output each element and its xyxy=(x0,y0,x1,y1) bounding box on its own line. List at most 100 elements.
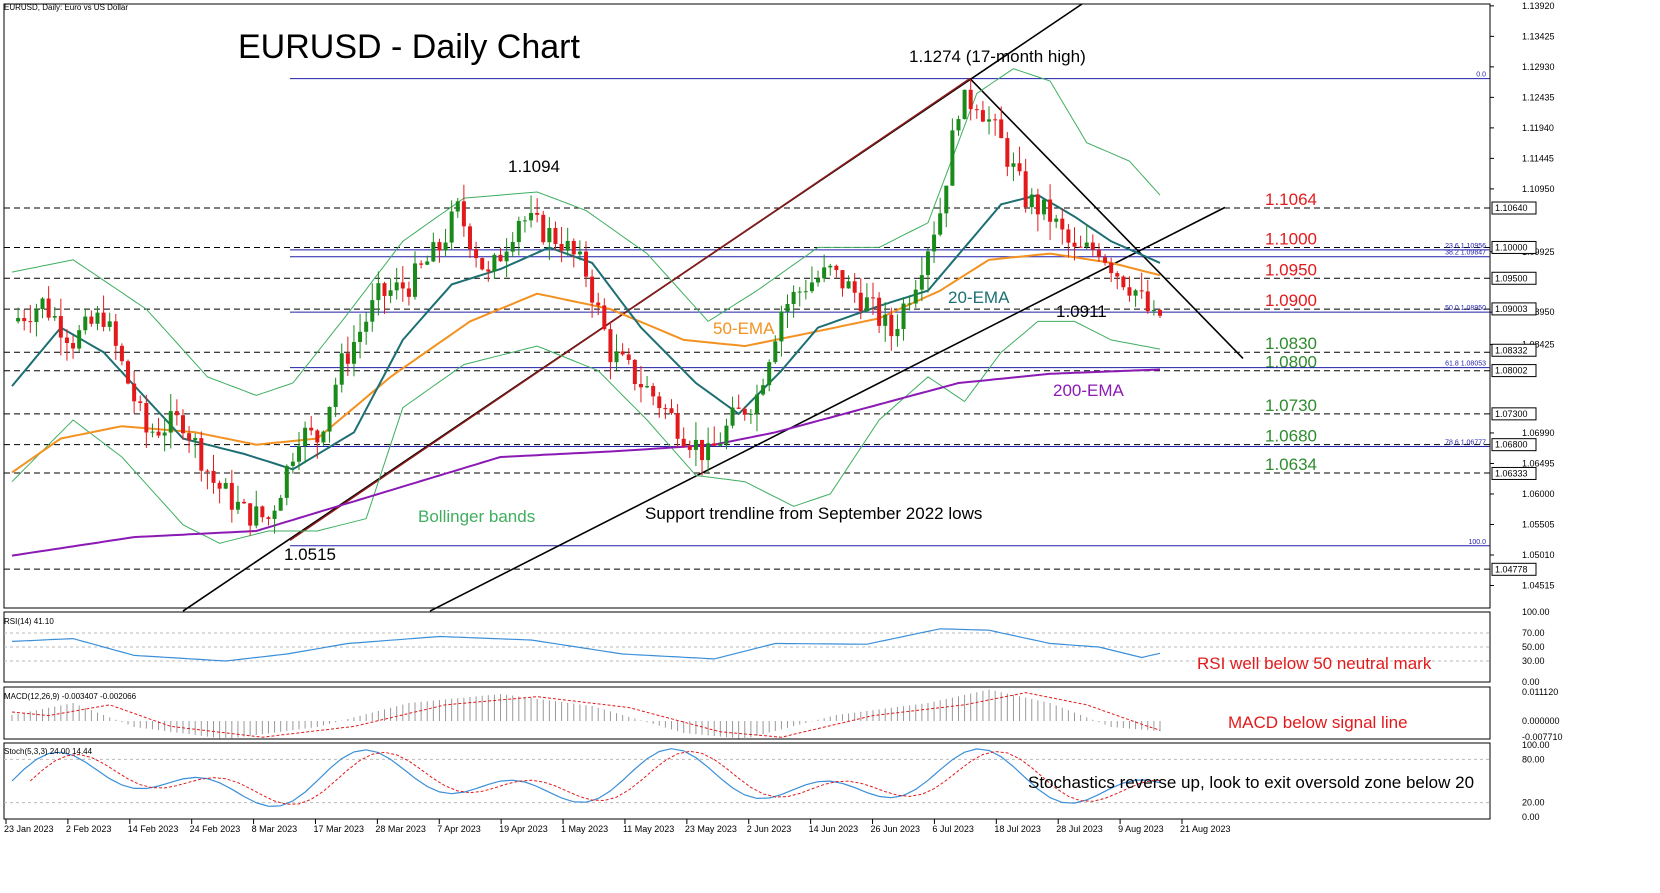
candle-body xyxy=(638,383,643,388)
candle-body xyxy=(1103,257,1108,263)
candle-body xyxy=(1066,229,1071,243)
candle-body xyxy=(64,337,69,344)
candle-body xyxy=(89,316,94,324)
candle-body xyxy=(993,119,998,121)
level-label: 1.1000 xyxy=(1265,229,1317,248)
x-tick-label: 26 Jun 2023 xyxy=(871,824,921,834)
candle-body xyxy=(510,242,515,252)
stoch-panel-frame xyxy=(3,742,1491,820)
rsi-tick-label: 30.00 xyxy=(1522,656,1545,666)
annotation-high: 1.1274 (17-month high) xyxy=(909,47,1086,66)
x-tick-label: 2 Feb 2023 xyxy=(66,824,112,834)
macd-panel-frame xyxy=(3,686,1491,740)
x-tick-label: 6 Jul 2023 xyxy=(932,824,974,834)
candle-body xyxy=(767,362,772,386)
candle-body xyxy=(406,288,411,297)
x-tick-label: 17 Mar 2023 xyxy=(313,824,364,834)
candle-body xyxy=(938,213,943,235)
rsi-tick-label: 100.00 xyxy=(1522,607,1550,617)
candle-body xyxy=(577,251,582,255)
x-tick-label: 24 Feb 2023 xyxy=(190,824,241,834)
candle-body xyxy=(400,282,405,289)
candle-body xyxy=(77,330,82,349)
candle-body xyxy=(1011,163,1016,167)
candle-body xyxy=(687,446,692,450)
candle-body xyxy=(419,263,424,265)
candle-body xyxy=(333,384,338,407)
macd-tick-label: 0.011120 xyxy=(1522,687,1558,697)
candle-body xyxy=(822,267,827,279)
candle-body xyxy=(1072,242,1077,247)
candle-body xyxy=(132,383,137,402)
main-panel-frame xyxy=(3,3,1491,609)
macd-label: MACD(12,26,9) -0.003407 -0.002066 xyxy=(4,692,137,701)
candle-body xyxy=(761,385,766,395)
price-box xyxy=(1491,407,1537,421)
price-tick-label: 1.08425 xyxy=(1522,340,1555,350)
candle-body xyxy=(449,211,454,243)
symbol-caption: EURUSD, Daily: Euro vs US Dollar xyxy=(4,3,128,12)
candle-body xyxy=(1109,262,1114,274)
candle-body xyxy=(596,302,601,306)
candle-body xyxy=(541,214,546,243)
candle-body xyxy=(1127,287,1132,296)
fib-label: 0.0 xyxy=(1476,72,1486,79)
candle-body xyxy=(1145,291,1150,312)
bollinger-label: Bollinger bands xyxy=(418,507,535,526)
x-tick-label: 7 Apr 2023 xyxy=(437,824,481,834)
x-tick-label: 21 Aug 2023 xyxy=(1180,824,1231,834)
candle-body xyxy=(95,312,100,324)
x-tick-label: 14 Jun 2023 xyxy=(809,824,859,834)
candle-body xyxy=(925,251,930,276)
candle-body xyxy=(1017,163,1022,172)
level-label: 1.0830 xyxy=(1265,334,1317,353)
candle-body xyxy=(388,290,393,296)
candle-body xyxy=(626,354,631,360)
candle-body xyxy=(413,263,418,297)
candle-body xyxy=(809,282,814,292)
candle-body xyxy=(1054,218,1059,222)
candle-body xyxy=(1023,171,1028,208)
candle-body xyxy=(242,501,247,504)
candle-body xyxy=(370,300,375,322)
candle-body xyxy=(46,298,51,318)
level-label: 1.0634 xyxy=(1265,455,1317,474)
candle-body xyxy=(1048,199,1053,222)
trendline-label: Support trendline from September 2022 lo… xyxy=(645,504,982,523)
candle-body xyxy=(1139,290,1144,292)
x-tick-label: 23 May 2023 xyxy=(685,824,737,834)
candle-body xyxy=(113,321,118,346)
candle-body xyxy=(199,438,204,471)
price-box-label: 1.08332 xyxy=(1495,345,1528,355)
rsi-label: RSI(14) 41.10 xyxy=(4,617,54,626)
x-tick-label: 28 Mar 2023 xyxy=(375,824,426,834)
candle-body xyxy=(34,309,39,323)
candle-body xyxy=(278,497,283,511)
candle-body xyxy=(693,439,698,450)
candle-body xyxy=(1084,242,1089,247)
candle-body xyxy=(1121,276,1126,288)
level-label: 1.0950 xyxy=(1265,260,1317,279)
candle-body xyxy=(614,351,619,363)
price-box xyxy=(1491,343,1537,357)
rising-resistance-line xyxy=(289,77,971,541)
candle-body xyxy=(187,433,192,441)
price-box xyxy=(1491,466,1537,480)
candle-body xyxy=(205,470,210,472)
price-box-label: 1.06333 xyxy=(1495,468,1528,478)
fib-label: 38.2 1.09847 xyxy=(1445,250,1486,257)
stoch-note: Stochastics reverse up, look to exit ove… xyxy=(1028,773,1474,792)
candle-body xyxy=(309,427,314,431)
candle-body xyxy=(999,119,1004,139)
candle-body xyxy=(559,243,564,251)
price-box-label: 1.07300 xyxy=(1495,409,1528,419)
level-label: 1.0680 xyxy=(1265,427,1317,446)
candle-body xyxy=(932,234,937,252)
candle-body xyxy=(16,317,21,322)
candle-body xyxy=(321,431,326,443)
rsi-line xyxy=(11,628,1161,662)
candle-body xyxy=(474,249,479,259)
candle-body xyxy=(486,269,491,272)
candle-body xyxy=(52,316,57,318)
